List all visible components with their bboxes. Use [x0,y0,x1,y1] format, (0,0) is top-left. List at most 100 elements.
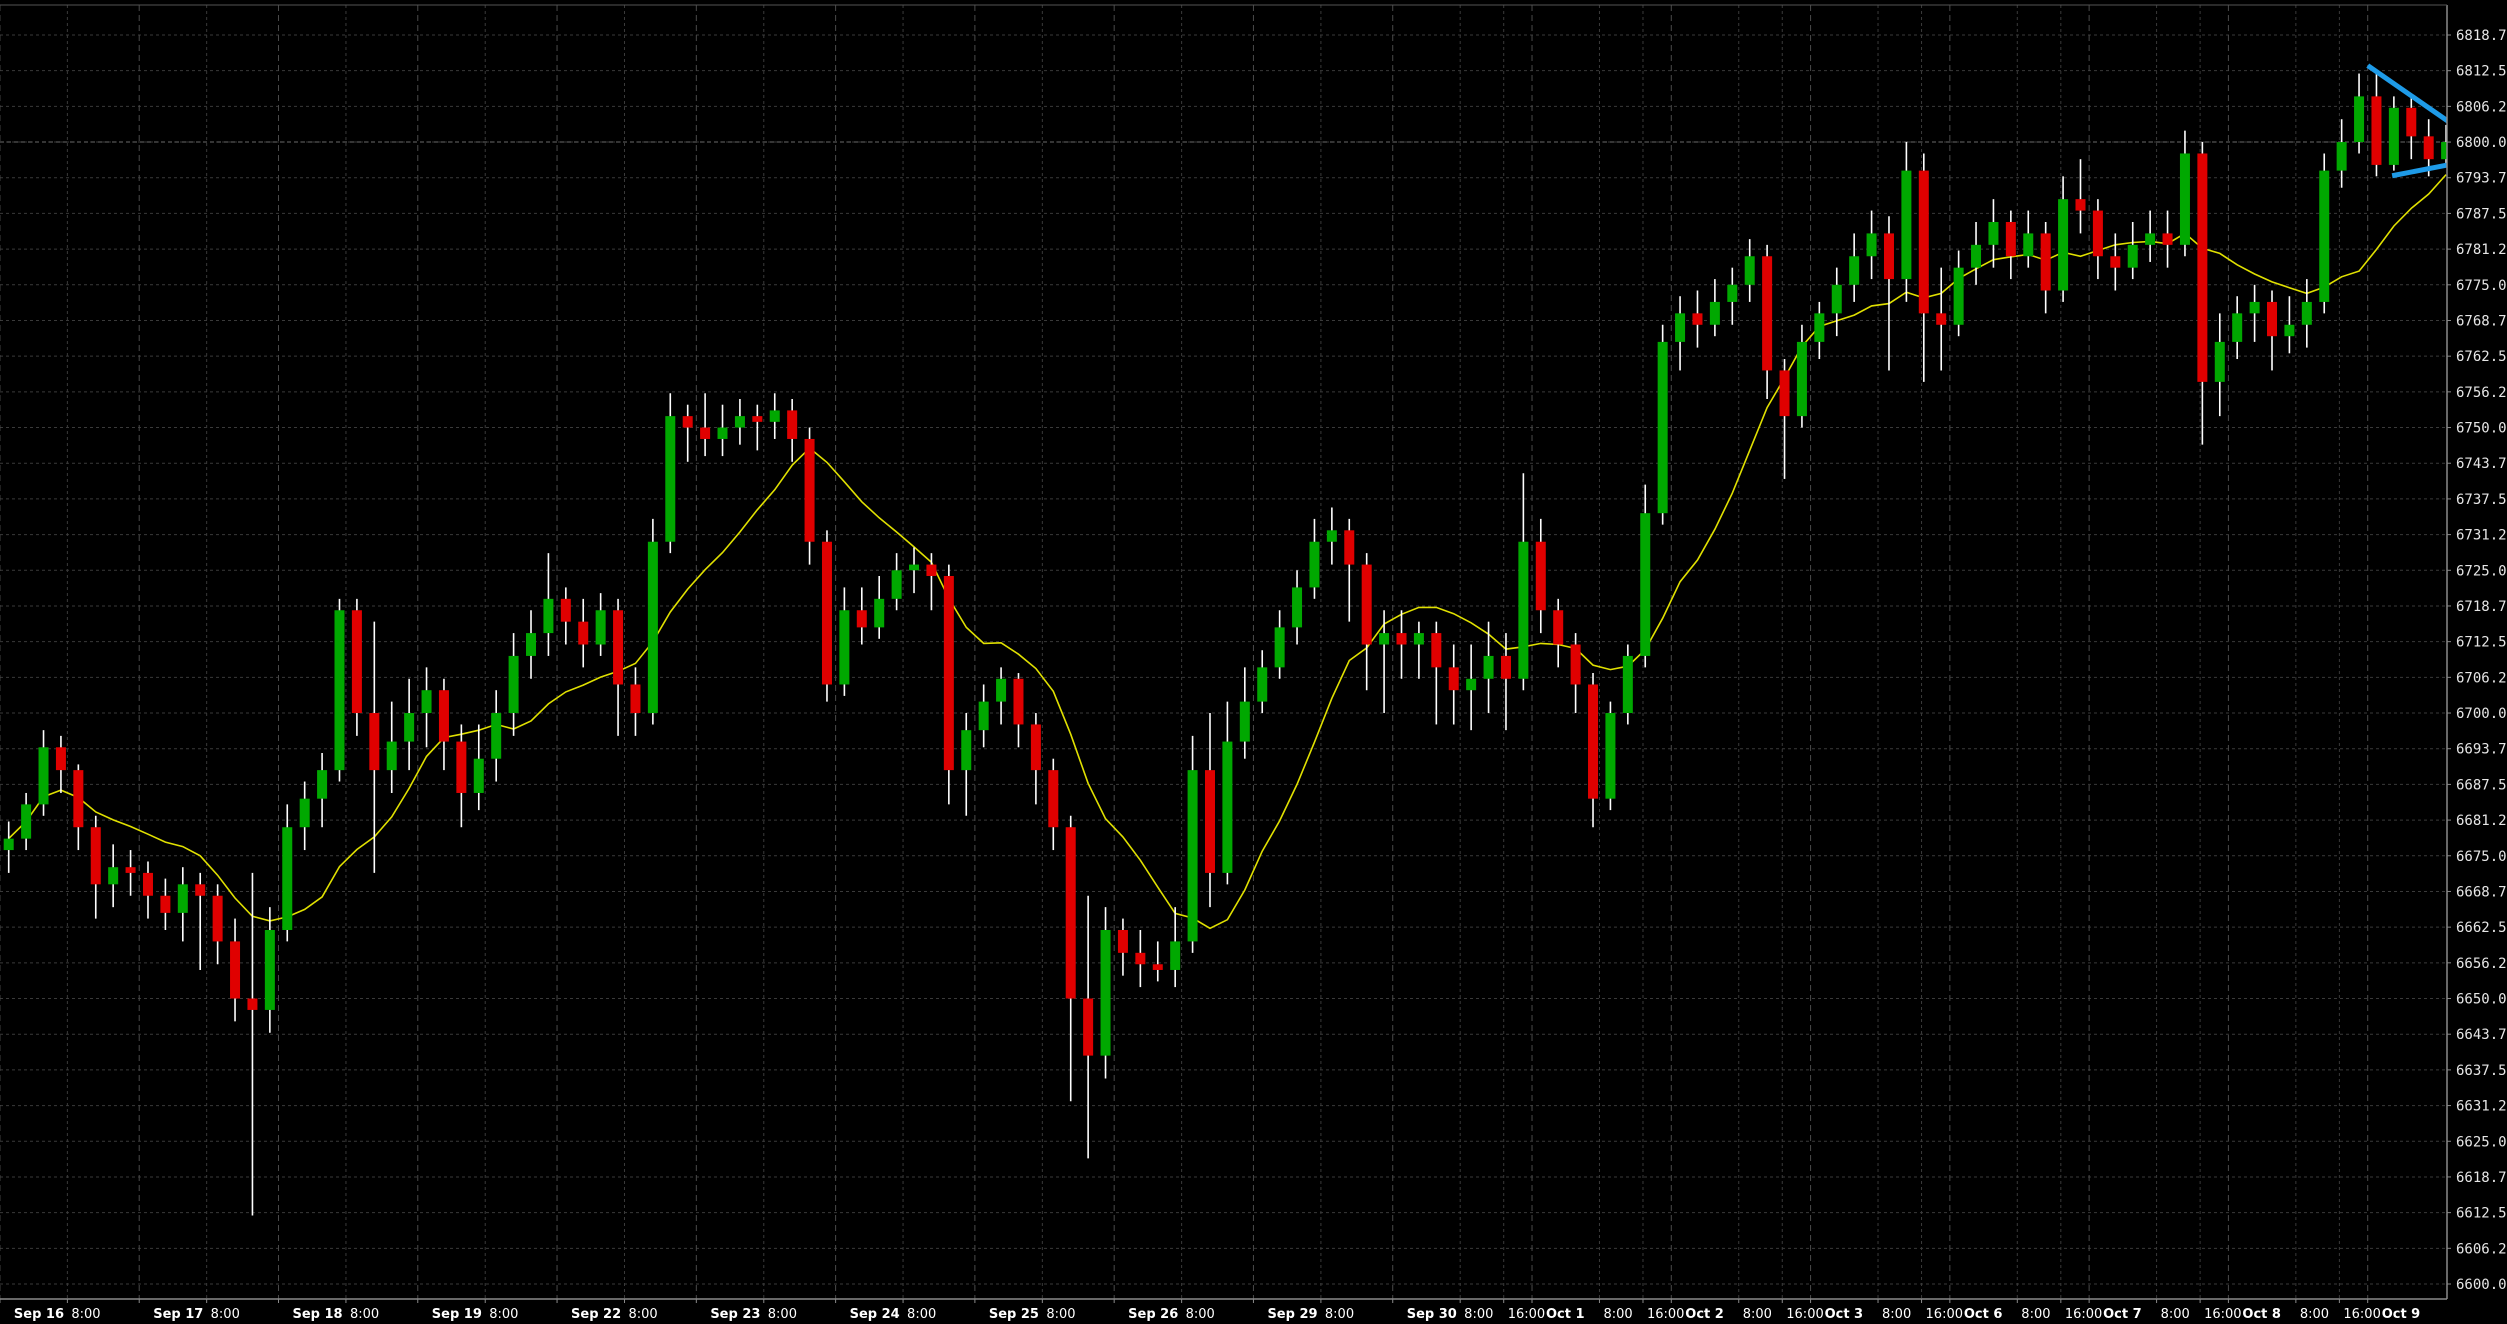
candle-body-down [1570,644,1581,685]
candle-body-up [1292,587,1303,628]
candle-body-down [700,427,711,439]
candle [473,724,484,811]
candle-body-up [1953,267,1964,325]
candle-body-down [1135,952,1146,965]
candle-body-up [1100,929,1111,1056]
candle-body-down [1448,667,1459,691]
candle-body-up [1413,633,1424,645]
candle [2319,153,2330,314]
x-tick-label: 8:00 [350,1307,379,1322]
x-tick-label: 8:00 [907,1307,936,1322]
candle [821,530,832,702]
candle [1239,667,1250,759]
y-tick-label: 6800.00 [2456,135,2507,151]
candle [1431,621,1442,725]
x-tick-label: Oct 7 [2103,1307,2142,1322]
candle [647,518,658,725]
candle [369,621,380,873]
x-axis-background [0,1299,2507,1324]
y-tick-label: 6693.75 [2456,742,2507,758]
candle-body-down [560,598,571,622]
y-axis-ticks: 6818.75 6812.50 6806.25 6800.00 6793.75 6787.… [2447,28,2507,1293]
candle-body-down [1431,633,1442,668]
candle-body-down [1013,678,1024,725]
candle-body-up [2354,96,2365,143]
y-tick-label: 6743.75 [2456,456,2507,472]
y-tick-label: 6793.75 [2456,171,2507,187]
candle-body-up [526,633,537,656]
candle-body-down [1692,313,1703,325]
candle [2441,124,2452,165]
x-tick-label: Sep 22 [571,1307,621,1322]
candle [2110,233,2121,291]
candle [1344,518,1355,622]
candle-body-down [2162,233,2173,245]
candle [230,918,241,1022]
candle [1257,650,1268,714]
candles [3,73,2452,1216]
candle [2075,159,2086,234]
candle [700,393,711,457]
candle [404,678,415,771]
candle-body-down [787,410,798,439]
candle [73,764,84,851]
candle [1640,484,1651,668]
x-tick-label: 8:00 [629,1307,658,1322]
candle [1796,324,1807,428]
candle [595,593,606,656]
candle [1204,713,1215,908]
candle-body-down [351,610,362,714]
y-axis-background [2447,0,2507,1324]
x-tick-label: Sep 16 [14,1307,64,1322]
candle [21,792,32,851]
candle [1779,359,1790,479]
candle-body-up [647,541,658,714]
candle-body-down [578,621,589,645]
candle-body-up [978,701,989,731]
x-tick-label: 8:00 [489,1307,518,1322]
candle [2040,221,2051,314]
x-axis-ticks: Sep 16 8:00 Sep 17 8:00 Sep 18 8:00 Sep 19 8:00… [0,1299,2420,1322]
candle [351,598,362,736]
x-tick-label: Sep 18 [292,1307,342,1322]
x-tick-label: Oct 2 [1685,1307,1724,1322]
x-tick-label: Sep 17 [153,1307,203,1322]
candle [1466,644,1477,731]
candle-body-up [404,713,415,742]
candle-body-down [1936,313,1947,325]
candle [2267,290,2278,371]
candle [978,684,989,748]
candle [421,667,432,748]
x-tick-label: 8:00 [2161,1307,2190,1322]
candle-body-up [1744,256,1755,285]
candle [2058,176,2069,302]
candle [195,872,206,970]
candle [2371,73,2382,177]
candle [38,730,49,816]
x-tick-label: 8:00 [1743,1307,1772,1322]
candle-body-up [1518,541,1529,679]
candle-body-down [856,610,867,628]
candle-body-up [2441,142,2452,160]
candle-body-up [1727,284,1738,302]
candle [1657,324,1668,525]
candle-body-up [2145,233,2156,245]
candle [1762,244,1773,399]
candle [386,701,397,793]
y-tick-label: 6618.75 [2456,1170,2507,1186]
candle [787,398,798,462]
candle [665,393,676,554]
candle-body-up [1622,655,1633,714]
candle [1448,644,1459,725]
candle-body-down [2423,136,2434,160]
candle [282,804,293,942]
candle [717,404,728,457]
candle-body-up [2284,324,2295,337]
y-tick-label: 6787.50 [2456,206,2507,222]
x-tick-label: Sep 19 [432,1307,482,1322]
y-tick-label: 6668.75 [2456,884,2507,900]
candle-body-down [1030,724,1041,771]
candle [543,553,554,656]
candle [2406,96,2417,160]
